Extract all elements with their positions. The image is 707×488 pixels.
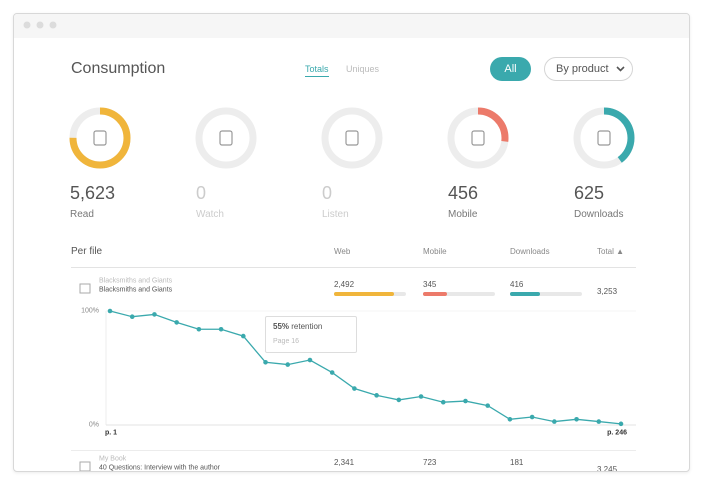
point <box>507 417 513 422</box>
stat-label: Mobile <box>448 209 478 220</box>
content: Consumption Totals Uniques All By produc… <box>14 14 689 472</box>
point <box>218 326 224 332</box>
dropdown-label[interactable]: By product <box>556 63 609 75</box>
stat-label: Downloads <box>574 209 624 220</box>
point <box>440 399 446 405</box>
y-tick-label: 100% <box>81 307 99 315</box>
stat-value: 456 <box>448 183 479 203</box>
filter-button[interactable]: All <box>490 57 531 81</box>
bar-track <box>510 292 582 296</box>
stat-icon <box>597 130 611 146</box>
stat-icon <box>471 130 485 146</box>
point <box>241 333 246 339</box>
bar-fill <box>423 292 447 296</box>
point <box>574 417 579 422</box>
ring-arc <box>447 107 509 169</box>
cell-value: 345 <box>423 280 437 289</box>
point <box>152 312 157 317</box>
column-header: Mobile <box>423 247 447 256</box>
file-name: 40 Questions: Interview with the author <box>99 464 221 472</box>
cell-value: 416 <box>510 280 524 289</box>
point <box>329 370 335 375</box>
stat-label: Read <box>70 209 94 220</box>
stat-icon <box>219 130 233 146</box>
ring-arc <box>573 107 635 169</box>
divider <box>71 267 636 268</box>
title-bar <box>14 14 689 38</box>
y-tick-label: 0% <box>88 421 99 429</box>
file-icon <box>79 461 91 471</box>
row-total: 3,253 <box>597 287 618 296</box>
table-title: Per file <box>71 246 103 257</box>
stat-icon <box>345 130 359 146</box>
point <box>463 398 468 404</box>
point <box>307 357 313 363</box>
tooltip-text: retention <box>291 322 323 331</box>
point <box>374 393 379 398</box>
stat-label: Watch <box>196 209 224 220</box>
tab[interactable]: Totals <box>305 65 329 77</box>
tooltip-page: Page 16 <box>273 338 300 345</box>
stat-value: 5,623 <box>70 183 116 203</box>
column-header: Web <box>334 247 351 256</box>
graphics <box>14 14 689 471</box>
ring-track <box>195 107 257 169</box>
column-header: Total ▲ <box>597 247 625 256</box>
point <box>107 308 113 314</box>
bar-track <box>423 292 495 296</box>
cell-value: 2,492 <box>334 280 355 289</box>
ring-arc <box>69 107 131 169</box>
stat-value: 625 <box>574 183 605 203</box>
point <box>485 403 490 408</box>
point <box>552 419 557 424</box>
tab[interactable]: Uniques <box>346 64 380 74</box>
x-label: p. 1 <box>105 429 118 437</box>
window-dot[interactable] <box>36 21 44 29</box>
point <box>618 421 624 427</box>
divider <box>71 450 636 451</box>
stat-label: Listen <box>322 209 349 220</box>
column-header: Downloads <box>510 247 550 256</box>
cell-value: 181 <box>510 458 524 467</box>
cell-value: 2,341 <box>334 458 355 467</box>
file-subtitle: Blacksmiths and Giants <box>99 277 173 285</box>
page-title: Consumption <box>71 60 166 77</box>
point <box>529 414 535 420</box>
point <box>596 419 602 424</box>
stat-value: 0 <box>196 183 207 203</box>
point <box>352 386 357 391</box>
point <box>285 362 291 367</box>
dropdown[interactable] <box>544 57 633 81</box>
retention-line <box>109 310 622 425</box>
bar-fill <box>334 292 394 296</box>
point <box>174 320 179 325</box>
tooltip: 55% retention Page 16 <box>265 316 357 353</box>
ring-track <box>321 107 383 169</box>
point <box>263 360 268 365</box>
stat-icon <box>93 130 107 146</box>
stat-value: 0 <box>322 183 333 203</box>
tooltip-value: 55% <box>273 322 290 331</box>
point <box>129 314 135 320</box>
window-dot[interactable] <box>49 21 57 29</box>
point <box>418 394 424 399</box>
x-label: p. 246 <box>607 429 627 437</box>
file-icon <box>79 283 91 294</box>
point <box>396 397 402 403</box>
row-total: 3,245 <box>597 465 618 472</box>
file-name: Blacksmiths and Giants <box>99 286 173 294</box>
file-subtitle: My Book <box>99 455 127 463</box>
window-dot[interactable] <box>23 21 31 29</box>
cell-value: 723 <box>423 458 437 467</box>
point <box>196 326 202 332</box>
bar-fill <box>510 292 541 296</box>
window: Consumption Totals Uniques All By produc… <box>13 13 690 472</box>
